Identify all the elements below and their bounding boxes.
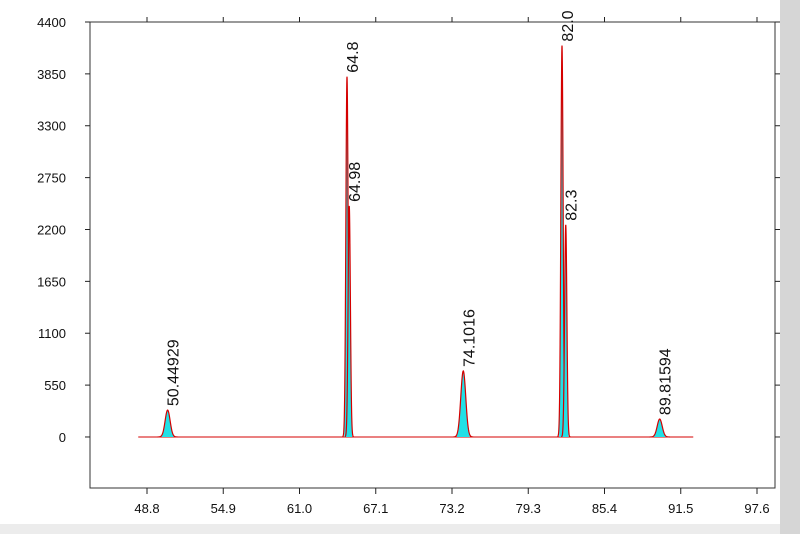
plot-area: 50.44929 64.8 64.98 74.1016 82.0 82.3 89.81594: [138, 10, 694, 438]
y-tick-label: 2750: [37, 171, 66, 186]
x-tick-label: 61.0: [287, 501, 312, 516]
peak-label: 89.81594: [658, 348, 675, 415]
x-tick-label: 91.5: [668, 501, 693, 516]
y-tick-label: 0: [59, 430, 66, 445]
x-tick-label: 67.1: [363, 501, 388, 516]
peak-fill: [457, 370, 470, 437]
y-tick-label: 3850: [37, 67, 66, 82]
peak-line: [453, 369, 474, 438]
peak-line: [157, 409, 178, 438]
status-bar: [0, 524, 780, 534]
x-tick-label: 85.4: [592, 501, 617, 516]
y-tick-label: 1650: [37, 274, 66, 289]
x-tick-label: 48.8: [134, 501, 159, 516]
peak-label: 64.8: [345, 41, 362, 72]
x-tick-label: 79.3: [516, 501, 541, 516]
peak-line: [649, 418, 670, 438]
peak-fill: [161, 410, 174, 437]
peak-label: 64.98: [347, 162, 364, 202]
peak-label: 82.3: [564, 190, 581, 221]
peak-line: [561, 224, 571, 438]
y-tick-label: 2200: [37, 222, 66, 237]
y-tick-label: 1100: [38, 326, 66, 341]
y-tick-label: 4400: [37, 15, 66, 30]
peak-label: 74.1016: [461, 309, 478, 367]
x-tick-label: 97.6: [744, 501, 769, 516]
peak-line: [344, 205, 354, 438]
plot-frame: [89, 21, 776, 489]
peak-fill: [653, 419, 666, 437]
peak-label: 50.44929: [166, 339, 183, 406]
peak-label: 82.0: [560, 10, 577, 41]
x-tick-label: 54.9: [211, 501, 236, 516]
x-tick-label: 73.2: [439, 501, 464, 516]
y-tick-label: 3300: [37, 119, 66, 134]
scrollbar[interactable]: [780, 0, 800, 534]
y-tick-label: 550: [44, 378, 66, 393]
